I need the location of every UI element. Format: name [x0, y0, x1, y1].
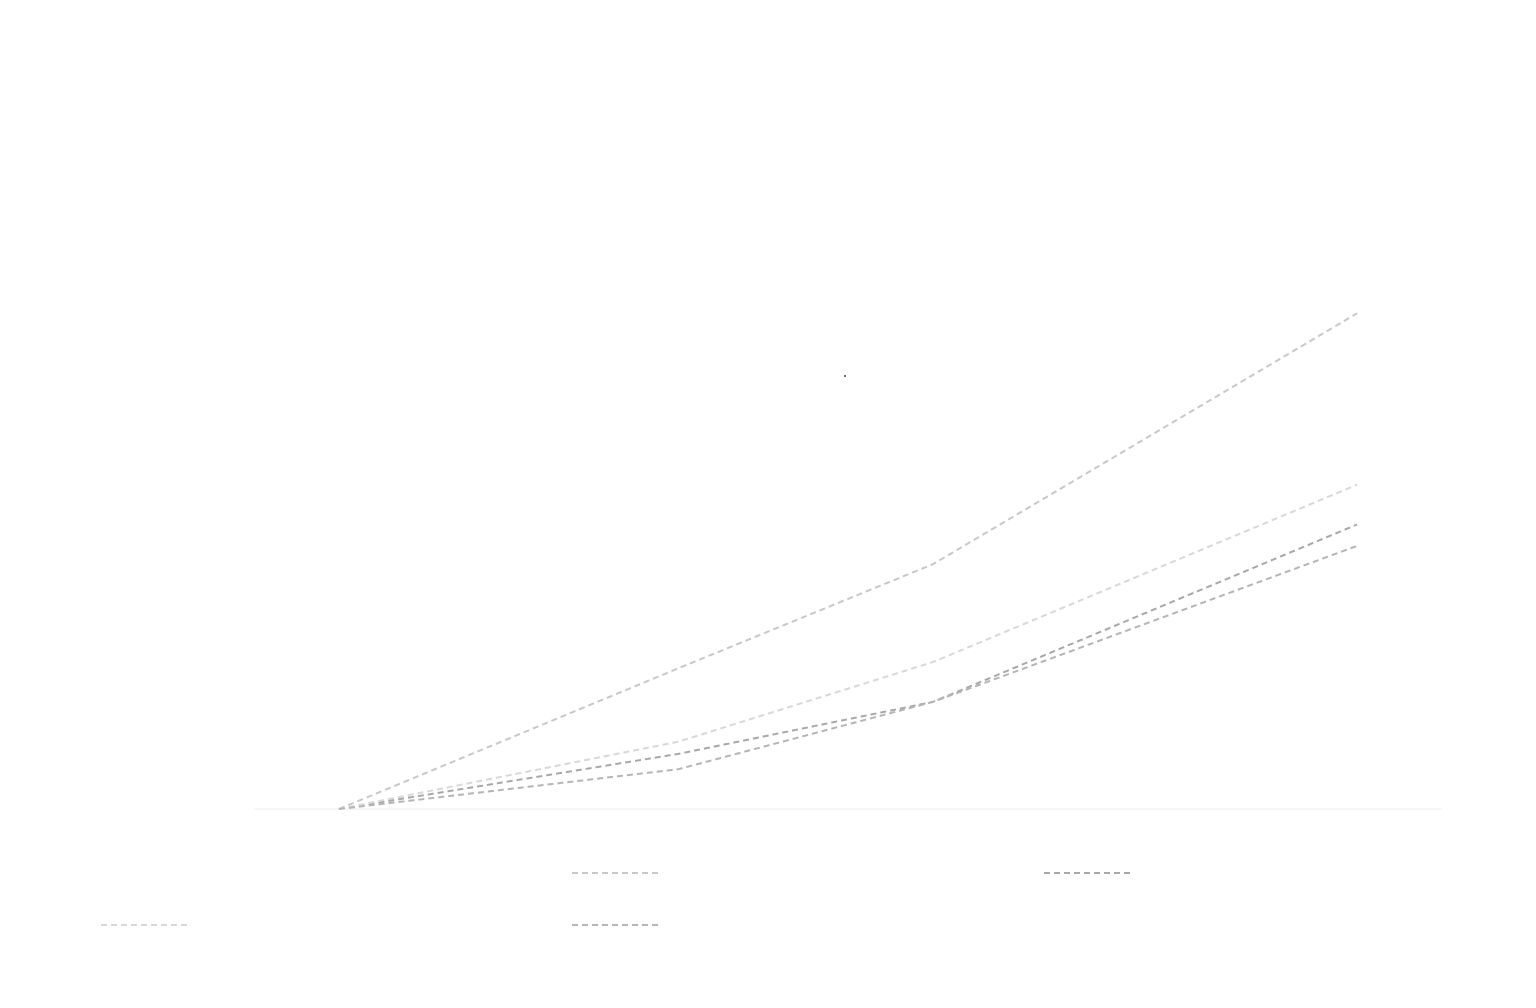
series-line-1: [338, 312, 1358, 810]
legend: [101, 872, 1134, 926]
series-layer: [338, 312, 1358, 810]
series-line-4: [338, 544, 1358, 810]
series-line-3: [338, 483, 1358, 810]
center-marker: [844, 375, 846, 377]
series-line-2: [338, 523, 1358, 810]
